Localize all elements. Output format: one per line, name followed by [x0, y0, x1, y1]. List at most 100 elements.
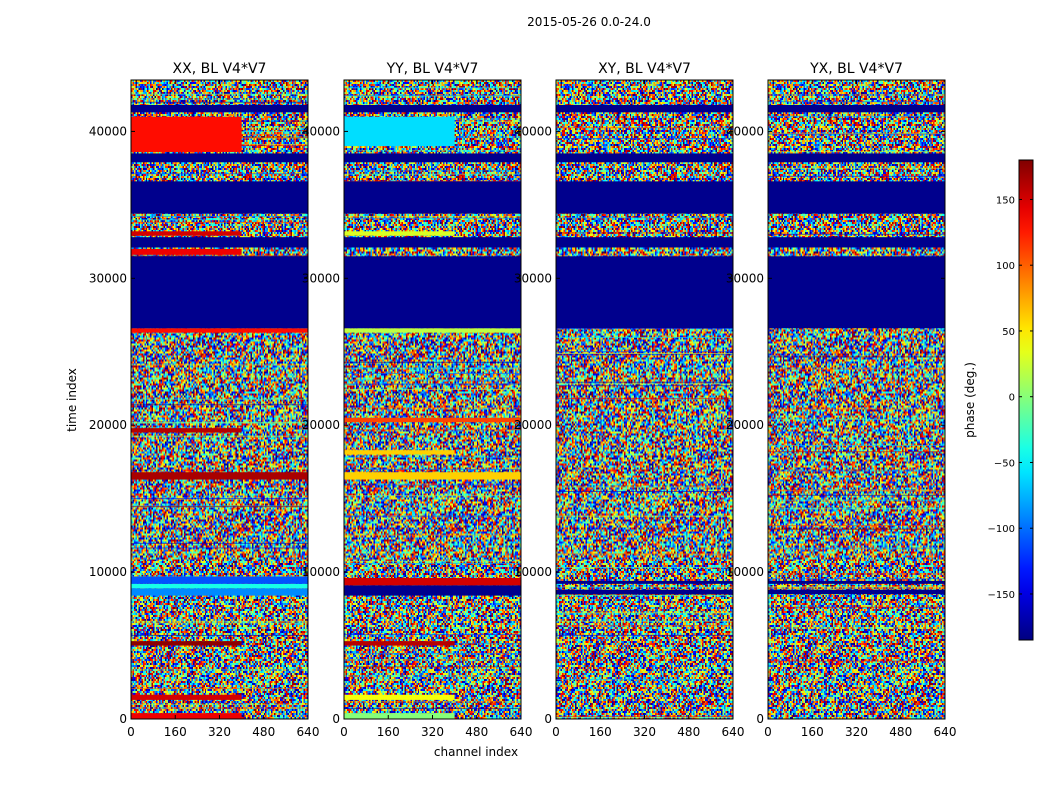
noise-stripe	[768, 133, 945, 135]
noise-stripe	[556, 679, 733, 681]
phase-band	[344, 694, 455, 700]
phase-band	[768, 256, 945, 329]
noise-stripe	[768, 233, 945, 235]
colorbar-tick-label: 0	[1009, 393, 1015, 404]
noise-stripe	[131, 547, 308, 549]
noise-stripe	[344, 170, 521, 172]
panel-title: YX, BL V4*V7	[809, 61, 903, 77]
colorbar-tick-label: 50	[1002, 327, 1015, 338]
x-tick-label: 320	[208, 725, 231, 739]
x-tick-label: 0	[552, 725, 560, 739]
noise-stripe	[131, 101, 308, 103]
noise-stripe	[556, 352, 733, 354]
noise-stripe	[768, 418, 945, 420]
noise-stripe	[768, 101, 945, 103]
noise-stripe	[768, 494, 945, 496]
colorbar-tick-label: −50	[994, 458, 1015, 469]
noise-stripe	[768, 132, 945, 134]
noise-stripe	[768, 578, 945, 580]
phase-band	[131, 153, 308, 163]
x-tick-label: 160	[164, 725, 187, 739]
noise-stripe	[344, 216, 521, 218]
noise-stripe	[131, 542, 308, 544]
noise-stripe	[344, 666, 521, 668]
noise-stripe	[768, 606, 945, 608]
noise-stripe	[768, 94, 945, 96]
noise-stripe	[556, 138, 733, 140]
y-tick-label: 40000	[302, 124, 340, 138]
panel-title: XY, BL V4*V7	[598, 61, 691, 77]
heatmap-area	[131, 80, 308, 719]
noise-stripe	[556, 383, 733, 385]
x-tick-label: 480	[889, 725, 912, 739]
y-tick-label: 10000	[89, 565, 127, 579]
panel-3: XY, BL V4*V7 0 160 320 480 640 0 10000 20000 3000…	[514, 61, 745, 739]
noise-stripe	[131, 634, 308, 636]
noise-stripe	[131, 620, 308, 622]
phase-band	[131, 328, 308, 333]
x-tick-label: 320	[633, 725, 656, 739]
noise-stripe	[556, 586, 733, 588]
noise-stripe	[768, 444, 945, 446]
x-tick-label: 640	[510, 725, 533, 739]
noise-stripe	[344, 675, 521, 677]
phase-band	[131, 694, 242, 700]
y-tick-label: 30000	[89, 271, 127, 285]
y-tick-label: 10000	[726, 565, 764, 579]
y-tick-label: 10000	[514, 565, 552, 579]
noise-stripe	[344, 534, 521, 536]
noise-stripe	[768, 587, 945, 589]
noise-stripe	[131, 707, 308, 709]
x-tick-label: 640	[934, 725, 957, 739]
phase-band	[556, 589, 733, 595]
noise-stripe	[556, 490, 733, 492]
noise-stripe	[556, 385, 733, 387]
phase-band	[131, 583, 308, 589]
phase-band	[556, 237, 733, 248]
noise-stripe	[344, 633, 521, 635]
panel-1: XX, BL V4*V7 0 160 320 480 640 0 10000 20000 3000…	[89, 61, 320, 739]
phase-band	[556, 580, 733, 584]
noise-stripe	[556, 634, 733, 636]
y-axis-label: time index	[65, 368, 79, 432]
phase-band	[131, 428, 242, 433]
phase-band	[344, 585, 521, 596]
y-tick-label: 10000	[302, 565, 340, 579]
noise-stripe	[344, 484, 521, 486]
y-tick-label: 40000	[89, 124, 127, 138]
noise-stripe	[768, 451, 945, 453]
noise-stripe	[556, 567, 733, 569]
y-tick-label: 40000	[726, 124, 764, 138]
noise-stripe	[768, 508, 945, 510]
noise-stripe	[131, 93, 308, 95]
phase-band	[768, 580, 945, 584]
noise-stripe	[556, 595, 733, 597]
phase-band	[131, 713, 242, 719]
phase-band	[344, 641, 455, 646]
noise-stripe	[556, 613, 733, 615]
phase-band	[131, 576, 308, 584]
y-tick-label: 20000	[514, 418, 552, 432]
noise-stripe	[131, 498, 308, 500]
colorbar-tick-label: 100	[996, 261, 1015, 272]
noise-stripe	[556, 611, 733, 613]
panel-title: XX, BL V4*V7	[173, 61, 267, 77]
phase-band	[131, 181, 308, 214]
noise-stripe	[344, 372, 521, 374]
phase-noise-image	[556, 80, 733, 719]
noise-stripe	[344, 379, 521, 381]
x-tick-label: 320	[845, 725, 868, 739]
phase-band	[556, 256, 733, 329]
noise-stripe	[344, 388, 521, 390]
noise-stripe	[344, 367, 521, 369]
noise-stripe	[131, 421, 308, 423]
phase-band	[131, 231, 242, 236]
noise-stripe	[768, 175, 945, 177]
noise-stripe	[768, 151, 945, 153]
noise-stripe	[556, 553, 733, 555]
y-tick-label: 30000	[302, 271, 340, 285]
noise-stripe	[768, 586, 945, 588]
noise-stripe	[344, 562, 521, 564]
phase-band	[344, 417, 521, 423]
noise-stripe	[344, 407, 521, 409]
